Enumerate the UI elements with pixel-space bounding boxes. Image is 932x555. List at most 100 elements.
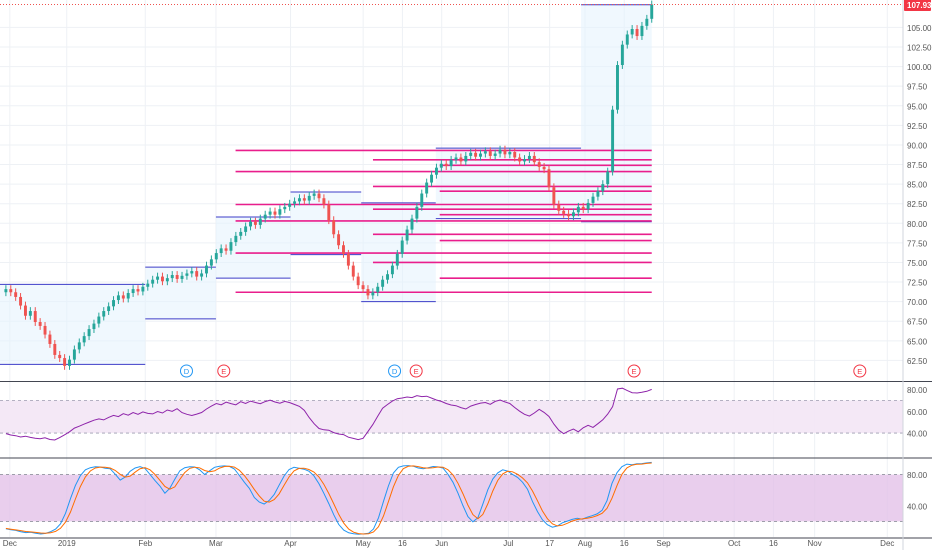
candle-body: [630, 28, 634, 35]
candle-body: [249, 221, 252, 227]
candle-body: [317, 193, 321, 199]
price-tick-label: 92.50: [907, 122, 928, 131]
candle-body: [342, 245, 345, 254]
candle-body: [205, 265, 208, 274]
time-tick-label: Jul: [503, 539, 513, 548]
candle-body: [527, 155, 531, 160]
candle-body: [650, 4, 654, 19]
earnings-event-marker[interactable]: E: [853, 364, 867, 378]
candle-body: [645, 18, 649, 26]
price-tick-label: 75.00: [907, 259, 928, 268]
price-tick-label: 70.00: [907, 298, 928, 307]
candle-body: [322, 198, 326, 205]
candle-body: [68, 359, 71, 366]
stoch-tick-label: 80.00: [907, 471, 928, 480]
candle-body: [229, 242, 233, 251]
candle-body: [48, 334, 52, 344]
event-label: E: [632, 367, 637, 376]
candle-body: [219, 248, 223, 254]
candle-body: [449, 159, 453, 167]
candle-body: [601, 184, 605, 192]
candle-body: [498, 149, 502, 154]
time-tick-label: Jun: [435, 539, 448, 548]
candle-body: [185, 273, 189, 276]
candle-body: [606, 171, 610, 185]
candle-body: [327, 204, 331, 221]
candle-body: [263, 214, 267, 219]
rsi-line: [5, 387, 652, 441]
candle-body: [557, 204, 561, 211]
candle-body: [77, 342, 81, 350]
candle-body: [136, 289, 140, 292]
price-tick-label: 65.00: [907, 337, 928, 346]
price-tick-label: 62.50: [907, 357, 928, 366]
candle-body: [38, 322, 42, 326]
candle-body: [586, 202, 590, 210]
last-price-tag: [904, 0, 931, 11]
time-tick-label: 17: [545, 539, 554, 548]
dividend-event-marker[interactable]: D: [388, 364, 402, 378]
price-tick-label: 102.50: [907, 44, 932, 53]
candle-body: [170, 275, 174, 279]
candle-body: [430, 174, 434, 183]
channel-box: [290, 191, 362, 255]
candle-body: [376, 286, 380, 293]
candle-body: [244, 226, 248, 232]
candle-body: [146, 283, 150, 287]
candle-body: [581, 206, 585, 210]
candle-body: [43, 325, 47, 335]
price-tick-label: 105.00: [907, 24, 932, 33]
candle-body: [273, 211, 277, 215]
time-tick-label: 16: [398, 539, 407, 548]
candle-body: [518, 157, 522, 162]
candle-body: [567, 213, 571, 217]
candle-body: [611, 109, 615, 172]
candle-body: [151, 279, 155, 284]
candle-body: [425, 182, 429, 194]
candle-body: [82, 336, 86, 343]
price-tick-label: 100.00: [907, 63, 932, 72]
rsi-tick-label: 60.00: [907, 408, 928, 417]
candle-body: [297, 198, 301, 202]
dividend-event-marker[interactable]: D: [179, 364, 193, 378]
candle-body: [283, 206, 287, 210]
candle-body: [488, 151, 492, 156]
candle-body: [307, 195, 311, 201]
earnings-event-marker[interactable]: E: [627, 364, 641, 378]
candle-body: [562, 210, 566, 214]
earnings-event-marker[interactable]: E: [217, 364, 231, 378]
price-tick-label: 67.50: [907, 318, 928, 327]
earnings-event-marker[interactable]: E: [409, 364, 423, 378]
candle-body: [234, 235, 238, 243]
candle-body: [302, 198, 306, 201]
candle-body: [156, 276, 160, 280]
candle-body: [508, 152, 512, 155]
candle-body: [278, 209, 282, 215]
candle-body: [214, 253, 218, 260]
candle-body: [116, 295, 120, 301]
price-tick-label: 80.00: [907, 220, 928, 229]
candle-body: [552, 187, 556, 205]
channel-box: [145, 267, 216, 319]
candle-body: [112, 300, 115, 307]
stoch-line: [5, 462, 652, 535]
time-tick-label: 16: [769, 539, 778, 548]
event-circle: [217, 364, 231, 378]
candle-body: [439, 163, 443, 168]
candle-body: [72, 349, 76, 360]
price-tick-label: 77.50: [907, 239, 928, 248]
candle-body: [537, 162, 541, 167]
rsi-band: [0, 400, 903, 434]
candle-body: [23, 305, 27, 316]
candle-body: [371, 292, 375, 296]
candle-body: [351, 265, 355, 277]
candle-body: [459, 157, 463, 162]
candle-body: [58, 354, 62, 359]
candle-body: [513, 152, 517, 158]
candle-body: [410, 218, 414, 230]
candle-body: [532, 155, 536, 163]
